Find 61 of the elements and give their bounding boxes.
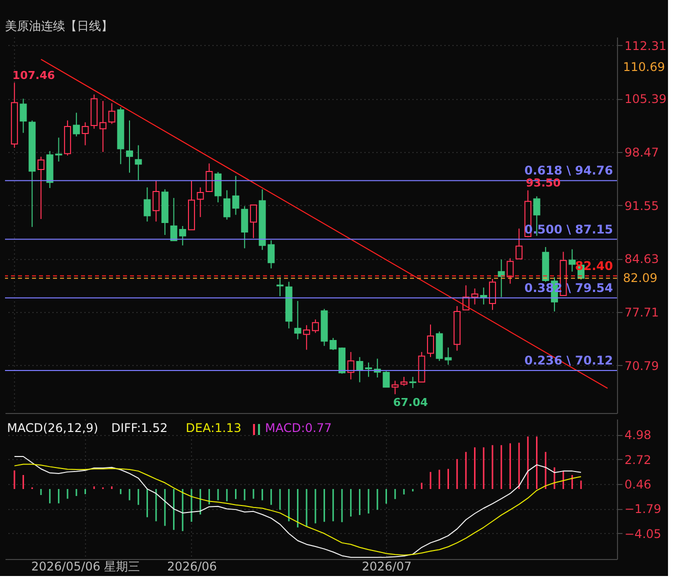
candlestick [232, 175, 240, 216]
y-tick-label: −4.05 [624, 526, 662, 541]
candlestick [223, 190, 230, 220]
candlestick [506, 258, 514, 284]
candlestick [392, 380, 399, 395]
y-tick-label: 84.63 [624, 252, 659, 266]
candlestick [108, 102, 116, 124]
candlestick [568, 248, 576, 272]
x-tick-label: 2026/07 [362, 560, 412, 574]
candlestick [196, 186, 204, 218]
annotation: 107.46 [12, 68, 56, 82]
x-tick-label: 2026/05/06 星期三 [31, 560, 140, 574]
candlestick [144, 186, 151, 222]
candlestick [516, 228, 523, 260]
text: DEA:1.13 [186, 421, 242, 435]
candlestick [347, 351, 354, 380]
candlestick [250, 204, 257, 239]
ref-line-label: 0.618 \ 94.76 [524, 164, 613, 178]
candlestick [206, 162, 213, 192]
candlestick [382, 370, 390, 388]
legend-label: MACD:0.77 [265, 421, 332, 435]
candlestick [134, 144, 142, 182]
candlestick [427, 324, 434, 358]
candlestick [82, 122, 89, 146]
y-tick-label: 2.72 [624, 452, 652, 467]
candlestick [152, 180, 160, 222]
candlestick [126, 120, 134, 174]
y-tick-label: 0.46 [624, 477, 652, 492]
candlestick [72, 112, 80, 137]
candlestick [303, 324, 310, 350]
ref-line-label: 0.236 \ 70.12 [524, 353, 613, 368]
candlestick [409, 376, 416, 389]
chart-title: MACD(26,12,9) [7, 421, 98, 435]
y-tick-label: 112.31 [624, 38, 666, 53]
y-tick-label: 4.98 [624, 428, 652, 442]
y-tick-label: 98.47 [624, 146, 659, 160]
candlestick [241, 206, 248, 249]
candlestick [20, 98, 27, 134]
candlestick [99, 100, 106, 152]
candlestick [471, 288, 478, 305]
candlestick [37, 156, 44, 220]
y-tick-label: 70.79 [624, 358, 659, 373]
candlestick [488, 278, 496, 310]
text: DIFF:1.52 [111, 421, 168, 435]
text: 110.69 [623, 60, 665, 74]
candlestick [480, 287, 488, 305]
candlestick [365, 362, 372, 378]
y-tick-label: 105.39 [624, 92, 666, 106]
candlestick [356, 356, 364, 383]
annotation: 67.04 [393, 396, 428, 410]
candlestick [312, 318, 319, 334]
candlestick [294, 300, 302, 340]
candlestick [498, 259, 505, 298]
y-tick-label: 91.55 [624, 198, 659, 213]
x-tick-label: 2026/06 [167, 560, 217, 574]
candlestick [276, 276, 284, 297]
candlestick [214, 172, 222, 203]
y-tick-label: −1.79 [624, 502, 662, 516]
ref-line-label: 82.09 [623, 271, 658, 286]
chart-title: 美原油连续【日线】 [5, 19, 113, 33]
y-tick-label: 77.71 [624, 305, 659, 320]
